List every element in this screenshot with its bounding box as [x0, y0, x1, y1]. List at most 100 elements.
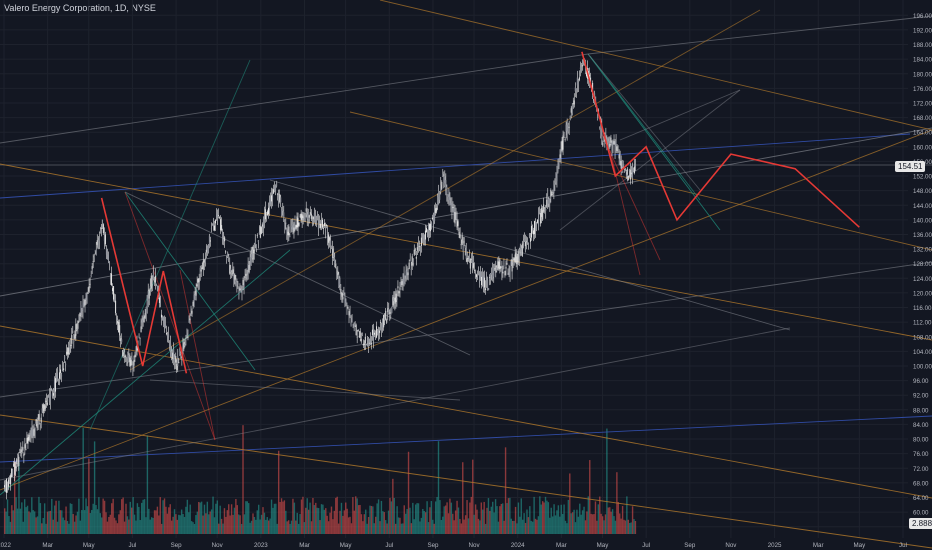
candle-body	[468, 255, 470, 262]
candle-body	[290, 227, 292, 230]
volume-bar	[383, 512, 385, 534]
volume-bar	[366, 523, 368, 534]
y-tick-label: 76.00	[913, 451, 929, 458]
candle-body	[357, 329, 359, 332]
x-tick-label: Jul	[899, 542, 907, 549]
candle-body	[494, 268, 496, 270]
candle-body	[313, 213, 315, 222]
candle-body	[42, 404, 44, 414]
volume-bar	[276, 523, 278, 534]
trend-line	[0, 261, 932, 398]
candle-body	[220, 219, 222, 231]
candle-body	[219, 216, 221, 218]
candle-body	[59, 372, 61, 379]
candle-body	[334, 260, 336, 264]
y-tick-label: 172.00	[913, 100, 932, 107]
candle-body	[128, 354, 130, 362]
volume-bar	[119, 510, 121, 534]
candle-body	[37, 420, 39, 424]
candle-body	[433, 213, 435, 225]
candle-body	[175, 355, 177, 363]
candle-body	[89, 283, 91, 285]
candle-body	[104, 234, 106, 245]
volume-bar	[530, 520, 532, 534]
volume-bar	[118, 514, 120, 534]
candle-body	[470, 258, 472, 260]
candle-body	[538, 213, 540, 227]
candle-body	[47, 396, 49, 398]
volume-bar	[339, 510, 341, 534]
candle-body	[274, 185, 276, 192]
candle-body	[403, 273, 405, 285]
candle-body	[463, 241, 465, 243]
candle-body	[145, 307, 147, 315]
candle-body	[448, 190, 450, 200]
volume-bar	[367, 517, 370, 534]
candle-body	[39, 423, 41, 425]
candle-body	[235, 280, 237, 283]
candle-body	[115, 300, 117, 314]
candle-body	[328, 234, 330, 243]
candle-body	[265, 214, 267, 217]
volume-bar	[375, 516, 377, 534]
volume-bar	[634, 520, 637, 534]
candle-body	[540, 212, 542, 224]
candle-body	[472, 263, 474, 268]
volume-bar	[126, 516, 129, 534]
volume-bar	[600, 513, 602, 534]
candle-body	[616, 146, 618, 151]
volume-bar	[424, 512, 427, 534]
x-tick-label: Jul	[642, 542, 650, 549]
volume-bar	[496, 506, 498, 534]
volume-bar	[280, 498, 283, 534]
volume-bar	[360, 514, 363, 534]
candle-body	[116, 317, 118, 320]
candle-body	[29, 432, 31, 437]
candle-body	[350, 322, 352, 325]
candle-body	[607, 138, 609, 143]
candle-body	[549, 198, 551, 204]
candle-body	[432, 217, 434, 220]
volume-bar	[437, 441, 440, 534]
volume-bar	[349, 516, 351, 534]
y-tick-label: 140.00	[913, 217, 932, 224]
y-axis[interactable]: 56.0060.0064.0068.0072.0076.0080.0084.00…	[913, 13, 932, 531]
volume-bar	[514, 506, 517, 534]
volume-bar	[66, 520, 69, 534]
y-tick-label: 124.00	[913, 276, 932, 283]
candle-body	[297, 218, 299, 228]
candle-body	[189, 318, 191, 321]
volume-bar	[439, 500, 441, 534]
y-tick-label: 164.00	[913, 130, 932, 137]
candle-body	[66, 351, 68, 355]
volume-bar	[534, 518, 537, 534]
candle-body	[450, 203, 452, 206]
candle-body	[163, 317, 165, 322]
volume-bar	[58, 500, 60, 534]
candle-body	[578, 77, 580, 80]
candle-body	[148, 289, 150, 299]
candle-body	[85, 292, 87, 302]
candle-body	[315, 219, 317, 224]
candle-body	[579, 67, 581, 70]
volume-bar	[462, 462, 464, 534]
x-axis[interactable]: 2022 Mar May Jul Sep Nov 2023 Mar May Jul Sep Nov 20…	[0, 542, 907, 549]
volume-bar	[238, 514, 240, 534]
candle-body	[530, 225, 532, 238]
volume-bar	[494, 499, 497, 534]
volume-bar	[547, 502, 550, 534]
volume-bar	[72, 513, 74, 534]
candle-body	[295, 225, 297, 229]
volume-bar	[266, 517, 268, 534]
candle-body	[517, 251, 519, 263]
volume-bar	[305, 507, 307, 534]
candle-body	[7, 483, 9, 489]
candle-body	[539, 211, 541, 212]
volume-bar	[46, 511, 49, 534]
candle-body	[178, 362, 180, 364]
volume-bar	[549, 517, 551, 534]
volume-bar	[473, 514, 475, 534]
volume-bar	[286, 521, 288, 534]
volume-bar	[149, 519, 151, 534]
